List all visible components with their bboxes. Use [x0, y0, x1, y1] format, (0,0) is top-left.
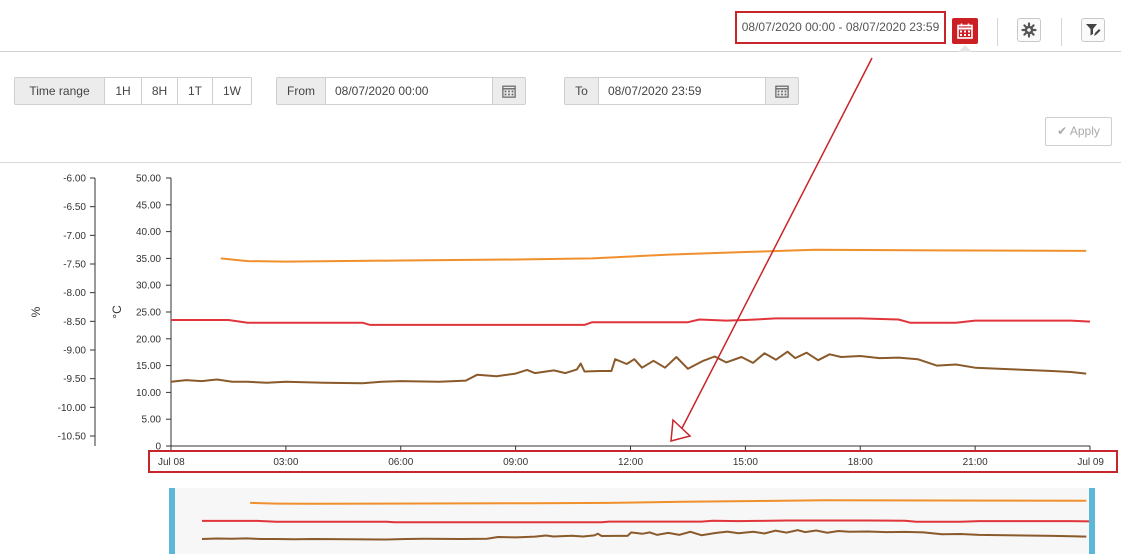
preset-1t-button[interactable]: 1T: [177, 77, 213, 105]
x-axis-highlight-box: [148, 450, 1118, 473]
preset-8h-button[interactable]: 8H: [141, 77, 178, 105]
x-axis-tick-label: 15:00: [733, 457, 758, 468]
x-axis-tick-label: 21:00: [963, 457, 988, 468]
x-axis-tick-label: 12:00: [618, 457, 643, 468]
to-calendar-button[interactable]: [765, 77, 799, 105]
temp-axis-tick-label: 30.00: [136, 281, 161, 292]
x-axis-tick-label: 03:00: [273, 457, 298, 468]
series-line-2: [170, 350, 1087, 385]
left-axis-tick-label: -8.00: [63, 288, 86, 299]
navigator[interactable]: [169, 488, 1095, 554]
left-axis-tick-label: -7.50: [63, 260, 86, 271]
left-axis-tick-label: -10.50: [58, 432, 87, 443]
temp-axis-tick-label: 0: [155, 442, 161, 453]
x-axis-tick-label: Jul 09: [1077, 457, 1104, 468]
navigator-series-1: [202, 519, 1091, 524]
left-axis-tick-label: -10.00: [58, 403, 87, 414]
from-calendar-button[interactable]: [492, 77, 526, 105]
temp-axis-tick-label: 20.00: [136, 334, 161, 345]
x-axis: Jul 08 03:00 06:00 09:00 12:00 15:00 18:00 21:0…: [158, 445, 1104, 468]
temp-axis-tick-label: 15.00: [136, 361, 161, 372]
x-axis-tick-label: 09:00: [503, 457, 528, 468]
popover-caret: [958, 45, 972, 52]
x-axis-tick-label: 18:00: [848, 457, 873, 468]
filter-edit-icon: [1086, 24, 1101, 36]
series-line-0: [220, 248, 1087, 263]
annotation-arrow-head: [670, 418, 692, 442]
annotation-arrow-line: [677, 57, 873, 437]
left-axis-tick-label: -6.50: [63, 202, 86, 213]
left-axis-tick-label: -8.50: [63, 317, 86, 328]
apply-button[interactable]: ✔ Apply: [1045, 117, 1112, 146]
annotation-layer: [148, 57, 1118, 473]
filter-edit-button[interactable]: [1081, 18, 1105, 42]
left-axis-title: %: [29, 306, 43, 317]
toolbar-separator: [1061, 18, 1062, 46]
temp-axis-tick-label: 45.00: [136, 200, 161, 211]
preset-1w-button[interactable]: 1W: [212, 77, 252, 105]
settings-button[interactable]: [1017, 18, 1041, 42]
temp-axis-tick-label: 40.00: [136, 227, 161, 238]
series-line-1: [171, 317, 1091, 326]
calendar-button[interactable]: [952, 18, 978, 44]
left-axis-tick-label: -6.00: [63, 174, 86, 185]
temp-axis-tick-label: 35.00: [136, 254, 161, 265]
to-date-input[interactable]: 08/07/2020 23:59: [598, 77, 766, 105]
from-label: From: [276, 77, 326, 105]
temp-axis-tick-label: 25.00: [136, 308, 161, 319]
temp-axis-tick-label: 10.00: [136, 388, 161, 399]
to-label: To: [564, 77, 599, 105]
series-layer: [170, 248, 1091, 385]
temp-axis-tick-label: 5.00: [142, 415, 162, 426]
apply-label: Apply: [1069, 124, 1100, 138]
left-axis-tick-label: -9.50: [63, 374, 86, 385]
check-icon: ✔: [1057, 124, 1068, 138]
left-y-axis: -6.00 -6.50 -7.00 -7.50 -8.00 -8.50 -9.00 -9.50…: [29, 174, 96, 446]
calendar-icon: [775, 85, 789, 98]
temp-axis-tick-label: 50.00: [136, 174, 161, 185]
x-axis-tick-label: Jul 08: [158, 457, 185, 468]
navigator-series-2: [201, 529, 1087, 541]
top-toolbar: [0, 0, 1121, 52]
right-y-axis: 50.00 45.00 40.00 35.00 30.00 25.00 20.00 15.00…: [110, 174, 172, 453]
calendar-icon: [957, 23, 973, 39]
navigator-right-handle[interactable]: [1089, 488, 1095, 554]
from-date-input[interactable]: 08/07/2020 00:00: [325, 77, 493, 105]
navigator-left-handle[interactable]: [169, 488, 175, 554]
time-range-label: Time range: [14, 77, 105, 105]
navigator-series-0: [250, 499, 1087, 505]
temp-axis-title: °C: [110, 305, 124, 319]
left-axis-tick-label: -9.00: [63, 346, 86, 357]
calendar-icon: [502, 85, 516, 98]
panel-divider: [0, 162, 1121, 163]
date-range-display[interactable]: 08/07/2020 00:00 - 08/07/2020 23:59: [735, 11, 946, 44]
left-axis-tick-label: -7.00: [63, 231, 86, 242]
x-axis-tick-label: 06:00: [388, 457, 413, 468]
gear-icon: [1021, 22, 1037, 38]
toolbar-separator: [997, 18, 998, 46]
